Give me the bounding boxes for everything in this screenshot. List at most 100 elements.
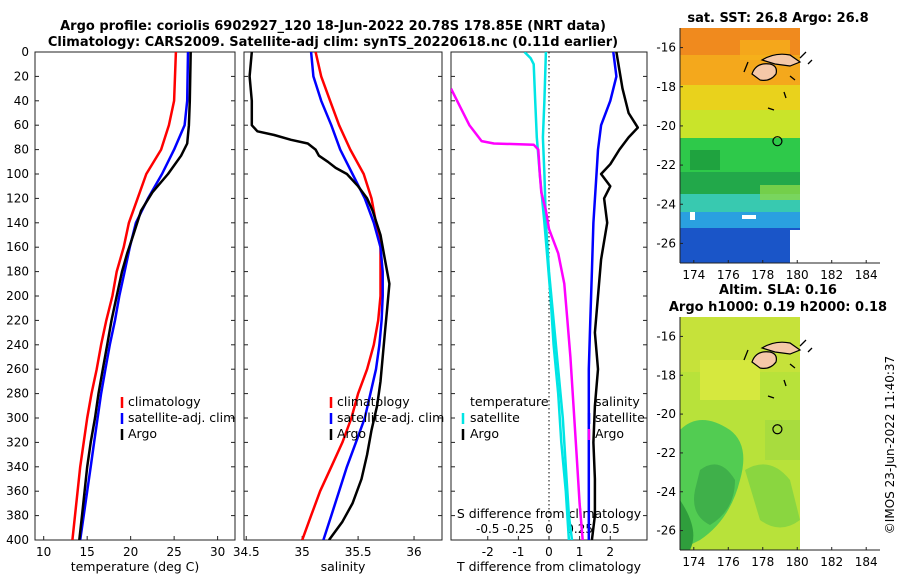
sst-band (680, 212, 800, 232)
depth-tick-label: 0 (21, 45, 29, 59)
map-x-tick-label: 180 (786, 268, 809, 282)
x-tick-label: 10 (36, 545, 51, 559)
series-line-argo (248, 52, 391, 540)
temperature-axis-label: temperature (deg C) (71, 559, 200, 574)
series-line-climatology (301, 52, 382, 540)
map-x-tick-label: 174 (682, 268, 705, 282)
map-y-tick-label: -18 (656, 80, 676, 94)
s-diff-tick-label: -0.25 (503, 522, 534, 536)
x-tick-label: 2 (606, 545, 614, 559)
depth-tick-label: 80 (14, 143, 29, 157)
legend-header-salinity: salinity (595, 394, 640, 409)
x-tick-label: -2 (482, 545, 494, 559)
sla-low-core (694, 464, 735, 525)
depth-tick-labels: 0 20 40 60 80 100 120 140 160 180 200 220 240 260 280 3… (6, 45, 29, 547)
map-y-tick-label: -18 (656, 368, 676, 382)
sla-map-fiji-islands (743, 339, 813, 399)
map-x-tick-label: 180 (786, 555, 809, 569)
sst-map-fiji-islands (743, 51, 813, 111)
sst-map-ticks: 174 176 178 180 182 184 -16 -18 -20 -22 -24 -26 (656, 41, 877, 282)
series-line-s-diff-argo (590, 52, 640, 540)
sla-patch (700, 360, 760, 400)
island-fragments (743, 51, 813, 111)
depth-tick-label: 260 (6, 362, 29, 376)
salinity-series (248, 52, 391, 540)
depth-tick-label: 280 (6, 387, 29, 401)
depth-tick-label: 300 (6, 411, 29, 425)
map-x-tick-label: 178 (751, 555, 774, 569)
x-tick-label: 1 (576, 545, 584, 559)
island-viti-levu (751, 63, 777, 81)
depth-tick-label: 60 (14, 118, 29, 132)
map-x-tick-label: 176 (717, 268, 740, 282)
island-viti-levu (751, 351, 777, 369)
depth-tick-label: 220 (6, 313, 29, 327)
sla-patch (745, 464, 800, 528)
depth-tick-label: 100 (6, 167, 29, 181)
series-line-t-diff-argo (541, 52, 574, 540)
sla-map-ticks: 174 176 178 180 182 184 -16 -18 -20 -22 -24 -26 (656, 329, 877, 569)
map-x-tick-label: 182 (820, 268, 843, 282)
map-y-tick-label: -22 (656, 158, 676, 172)
salinity-legend: climatology satellite-adj. clim Argo (329, 394, 444, 441)
salinity-axis-label: salinity (321, 559, 366, 574)
legend-label-s-argo: Argo (595, 426, 624, 441)
x-tick-label: 15 (80, 545, 95, 559)
title-line-1: Argo profile: coriolis 6902927_120 18-Ju… (60, 19, 606, 34)
salinity-ticks: 34.5 35 35.5 36 (233, 51, 442, 559)
depth-tick-label: 40 (14, 94, 29, 108)
series-line-argo (78, 52, 192, 540)
temperature-plot-frame (34, 51, 236, 541)
legend-label-t-argo: Argo (470, 426, 499, 441)
temperature-ticks: 10 15 20 25 30 (35, 51, 235, 559)
map-y-tick-label: -26 (656, 524, 676, 538)
island-vanua-levu (760, 53, 802, 67)
depth-tick-label: 320 (6, 435, 29, 449)
depth-tick-label: 340 (6, 460, 29, 474)
series-line-climatology (71, 52, 178, 540)
legend-label-s-satellite: satellite (595, 410, 645, 425)
series-line-satellite-adj-clim (78, 52, 190, 540)
depth-tick-label: 380 (6, 509, 29, 523)
map-y-tick-label: -16 (656, 41, 676, 55)
sla-patch (765, 420, 800, 460)
legend-label-climatology: climatology (128, 394, 201, 409)
series-line-t-diff-argo-magenta- (451, 88, 584, 540)
map-x-tick-label: 184 (855, 555, 878, 569)
x-tick-label: 0 (545, 545, 553, 559)
depth-tick-label: 120 (6, 191, 29, 205)
temperature-series (71, 52, 192, 540)
legend-label-t-satellite: satellite (470, 410, 520, 425)
island-vanua-levu (760, 341, 802, 355)
sst-mask-gap (690, 212, 695, 220)
map-y-tick-label: -20 (656, 119, 676, 133)
sla-map-title-2: Argo h1000: 0.19 h2000: 0.18 (669, 300, 887, 315)
salinity-plot-frame (243, 51, 443, 541)
map-y-tick-label: -22 (656, 446, 676, 460)
sst-patch (690, 150, 720, 170)
x-tick-label: 25 (166, 545, 181, 559)
series-line-satellite-adj-clim (309, 52, 384, 540)
map-y-tick-label: -26 (656, 236, 676, 250)
title-line-2: Climatology: CARS2009. Satellite-adj cli… (48, 35, 618, 50)
legend-label-satellite: satellite-adj. clim (128, 410, 235, 425)
map-x-tick-label: 184 (855, 268, 878, 282)
map-x-tick-label: 182 (820, 555, 843, 569)
legend-header-temperature: temperature (470, 394, 549, 409)
legend-label-argo: Argo (337, 426, 366, 441)
legend-label-climatology: climatology (337, 394, 410, 409)
s-diff-tick-label: 0.25 (566, 522, 593, 536)
temperature-legend: climatology satellite-adj. clim Argo (120, 394, 235, 441)
sla-profile-marker (772, 424, 783, 435)
sst-band (680, 110, 800, 140)
s-diff-tick-label: -0.5 (476, 522, 499, 536)
x-tick-label: 36 (406, 545, 421, 559)
depth-tick-label: 240 (6, 338, 29, 352)
legend-label-argo: Argo (128, 426, 157, 441)
sla-low-patch (680, 500, 694, 550)
island-fragments (743, 339, 813, 399)
depth-tick-label: 180 (6, 265, 29, 279)
s-diff-tick-label: 0.5 (601, 522, 620, 536)
